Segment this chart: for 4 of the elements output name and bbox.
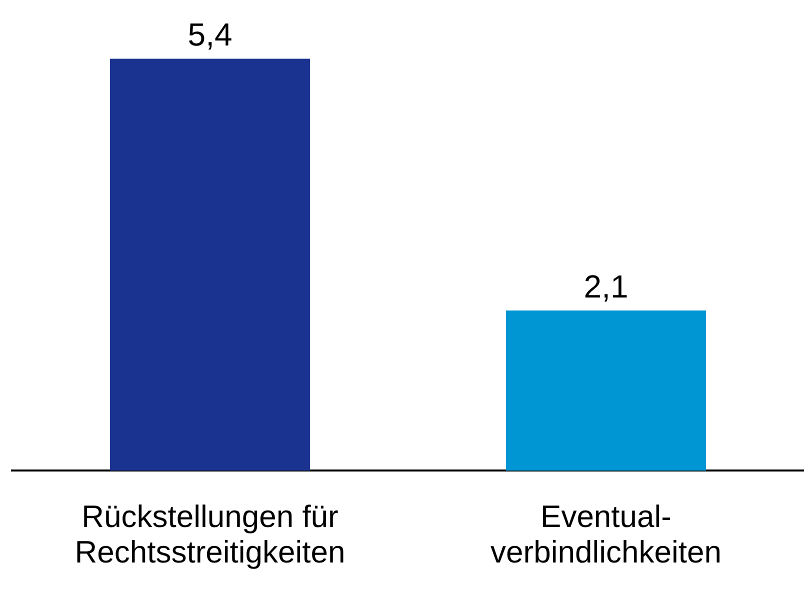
- x-tick-label: Rückstellungen für Rechtsstreitigkeiten: [74, 499, 346, 570]
- x-tick-label: Eventual- verbindlichkeiten: [490, 499, 722, 570]
- data-label: 5,4: [188, 16, 232, 53]
- data-label: 2,1: [584, 268, 628, 304]
